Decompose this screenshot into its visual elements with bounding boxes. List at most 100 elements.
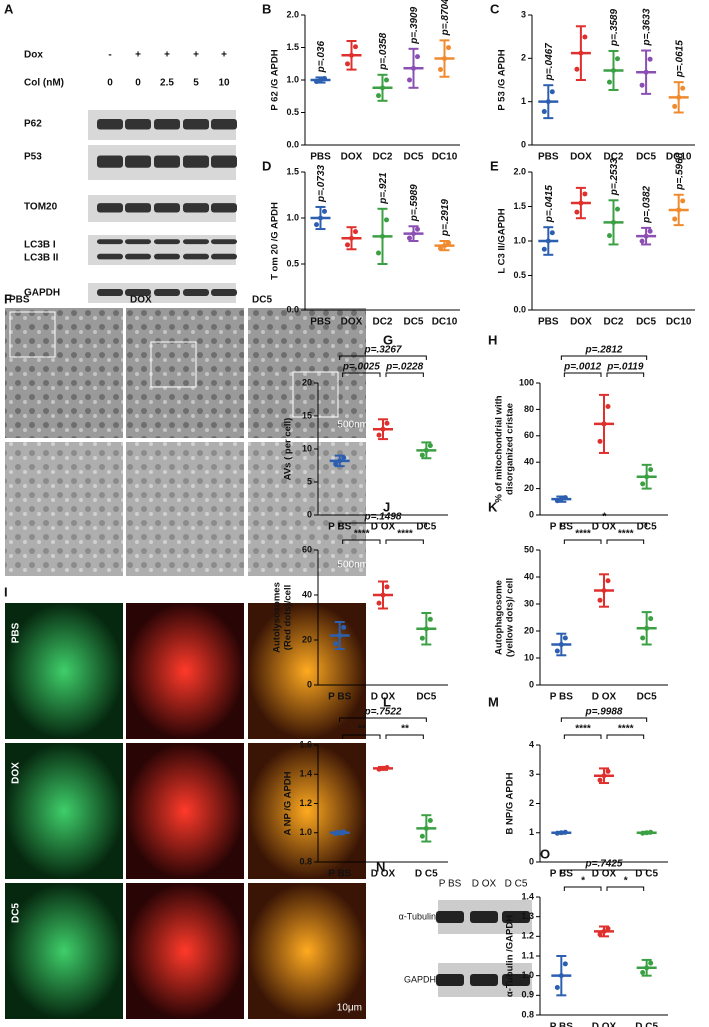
y-tick-label: 0: [529, 856, 534, 866]
y-tick-label: 1.0: [299, 827, 312, 837]
band: [436, 911, 464, 923]
bracket: [563, 372, 602, 377]
comparison-label: p=.7425: [585, 859, 623, 870]
fluor-image: [248, 603, 366, 739]
band: [183, 203, 209, 213]
band: [436, 974, 464, 986]
panel-letter: G: [383, 332, 393, 347]
point: [322, 75, 327, 81]
blot-row-label: LC3B II: [24, 253, 59, 264]
band: [125, 155, 151, 168]
y-tick-label: 1.3: [521, 911, 534, 921]
band: [183, 253, 209, 260]
point: [337, 830, 343, 836]
band: [97, 119, 123, 130]
point: [644, 830, 650, 836]
point: [541, 109, 547, 115]
y-tick-label: 20: [302, 377, 312, 387]
y-axis-label: T om 20 /G APDH: [270, 202, 281, 280]
band: [211, 203, 237, 213]
band: [125, 119, 151, 130]
comparison-label: *: [623, 876, 628, 887]
bracket: [563, 886, 602, 891]
y-tick-label: 2.0: [286, 9, 299, 19]
y-tick-label: 1.5: [286, 42, 299, 52]
x-tick-label: D OX: [371, 869, 396, 880]
y-axis-label: P 53 /G APDH: [497, 49, 508, 110]
comparison-label: p=.3267: [364, 345, 402, 356]
band: [125, 239, 151, 245]
point: [376, 600, 382, 606]
y-tick-label: 0: [529, 679, 534, 689]
y-tick-label: 20: [302, 634, 312, 644]
point: [341, 624, 347, 630]
x-tick-label: DOX: [341, 152, 363, 163]
panel-letter: B: [262, 1, 271, 16]
point: [647, 228, 653, 234]
point: [541, 246, 547, 252]
point: [349, 52, 354, 58]
point: [554, 498, 560, 504]
bracket: [606, 886, 645, 891]
y-tick-label: 0: [307, 679, 312, 689]
point: [407, 77, 412, 83]
point: [648, 960, 654, 966]
point: [380, 765, 386, 771]
y-tick-label: 0: [307, 509, 312, 519]
point: [419, 452, 425, 458]
y-tick-label: 0: [529, 509, 534, 519]
y-axis-label: L C3 II/GAPDH: [497, 208, 508, 273]
y-tick-label: 15: [302, 410, 312, 420]
band: [154, 289, 180, 296]
lane-label: 10: [218, 78, 230, 89]
point: [442, 56, 447, 62]
bracket: [560, 522, 648, 527]
y-tick-label: 20: [524, 483, 534, 493]
p-value-label: p=.3909: [409, 6, 420, 44]
y-tick-label: 50: [524, 544, 534, 554]
point: [353, 229, 358, 235]
fluor-image: [5, 883, 123, 1019]
band: [470, 911, 498, 923]
bracket: [563, 539, 602, 544]
row-label: Dox: [24, 50, 43, 61]
point: [345, 242, 350, 248]
y-axis-label: AVs ( per cell): [283, 418, 294, 481]
band: [97, 239, 123, 245]
bracket: [342, 734, 381, 739]
point: [337, 633, 343, 638]
comparison-label: ****: [618, 724, 635, 735]
em-zoom: [5, 442, 123, 576]
point: [427, 616, 433, 622]
point: [574, 66, 580, 72]
y-tick-label: 2.0: [513, 166, 526, 176]
y-tick-label: 0.5: [513, 270, 526, 280]
y-tick-label: 3: [529, 769, 534, 779]
lane-label: 5: [193, 78, 199, 89]
x-tick-label: PBS: [538, 152, 559, 163]
point: [549, 89, 555, 95]
fluor-image: [126, 743, 244, 879]
point: [419, 635, 425, 641]
x-tick-label: D C5: [415, 869, 438, 880]
p-value-label: p=.0358: [378, 32, 389, 70]
point: [597, 438, 603, 444]
comparison-label: *: [602, 512, 607, 523]
x-tick-label: DOX: [570, 152, 592, 163]
p-value-label: p=.0415: [544, 185, 555, 223]
band: [470, 974, 498, 986]
point: [562, 961, 568, 967]
point: [611, 67, 616, 73]
point: [601, 928, 607, 934]
point: [639, 238, 645, 244]
x-tick-label: P BS: [550, 692, 573, 703]
y-tick-label: 20: [524, 625, 534, 635]
point: [376, 250, 381, 256]
band: [211, 155, 237, 168]
comparison-label: ****: [397, 529, 414, 540]
point: [601, 421, 607, 427]
p-value-label: p=.8704: [440, 0, 451, 36]
point: [341, 455, 347, 461]
y-tick-label: 2: [529, 798, 534, 808]
